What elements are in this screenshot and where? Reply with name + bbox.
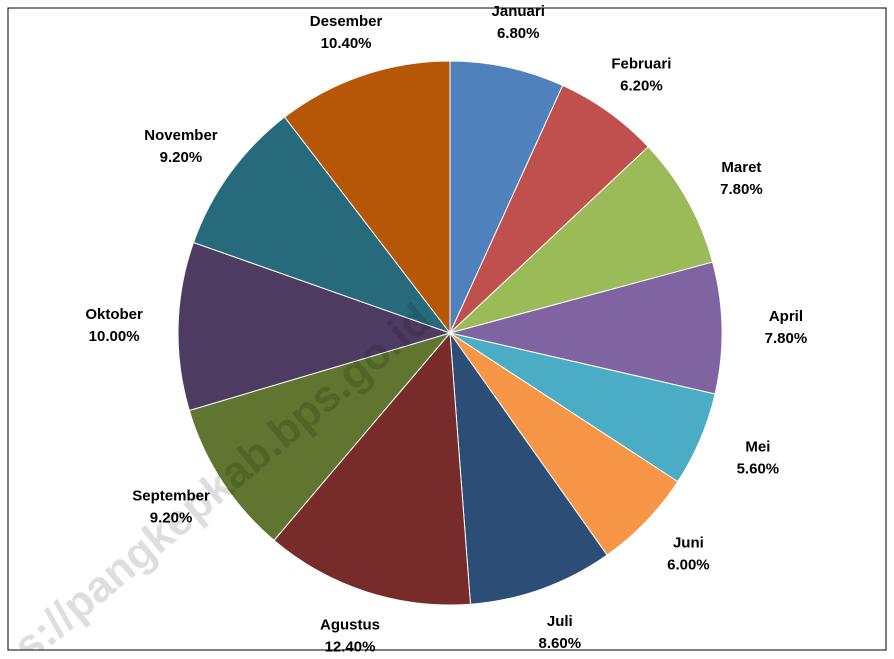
slice-value: 10.40% bbox=[321, 35, 372, 52]
slice-value: 9.20% bbox=[150, 510, 193, 527]
pie-slice bbox=[449, 146, 714, 334]
pie-slice bbox=[192, 116, 452, 335]
slice-label: Juni bbox=[673, 535, 704, 552]
slice-label: April bbox=[769, 308, 803, 325]
pie-slice bbox=[177, 241, 452, 412]
slice-value: 5.60% bbox=[737, 460, 780, 477]
slice-label: November bbox=[144, 127, 218, 144]
pie-slice bbox=[449, 261, 723, 395]
slice-value: 12.40% bbox=[325, 638, 376, 655]
slice-value: 9.20% bbox=[160, 149, 203, 166]
slice-value: 6.80% bbox=[497, 25, 540, 42]
slice-label: Februari bbox=[611, 56, 671, 73]
slice-value: 7.80% bbox=[720, 181, 763, 198]
slice-label: Agustus bbox=[320, 616, 380, 633]
slice-label: Juli bbox=[547, 613, 573, 630]
pie-slice bbox=[449, 60, 564, 334]
slice-value: 6.00% bbox=[667, 557, 710, 574]
pie-slice bbox=[283, 60, 451, 335]
pie-slice bbox=[188, 332, 452, 542]
slice-label: Oktober bbox=[85, 306, 143, 323]
slice-label: Januari bbox=[492, 3, 545, 20]
slice-value: 7.80% bbox=[765, 330, 808, 347]
slice-label: Desember bbox=[310, 13, 383, 30]
slice-label: September bbox=[132, 488, 210, 505]
pie-slice bbox=[273, 331, 472, 606]
slice-value: 8.60% bbox=[539, 635, 582, 652]
slice-label: Maret bbox=[721, 159, 761, 176]
pie-slice bbox=[449, 331, 608, 605]
slice-value: 10.00% bbox=[89, 328, 140, 345]
slice-value: 6.20% bbox=[620, 78, 663, 95]
slice-label: Mei bbox=[745, 438, 770, 455]
